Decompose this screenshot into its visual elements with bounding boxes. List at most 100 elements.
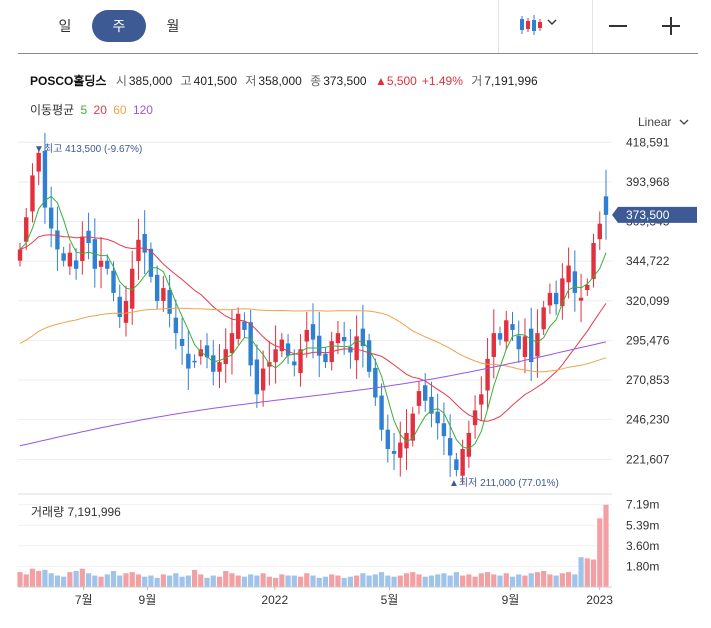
tab-daily[interactable]: 일 bbox=[58, 18, 72, 34]
volume-bar bbox=[491, 574, 497, 587]
volume-bar bbox=[466, 574, 472, 587]
volume-bar bbox=[403, 573, 410, 587]
y-tick-label: 320,099 bbox=[626, 294, 670, 308]
candle-body bbox=[254, 359, 260, 395]
volume-bar bbox=[248, 574, 254, 587]
chevron-down-icon bbox=[679, 119, 689, 125]
candle-body bbox=[597, 223, 602, 240]
volume-bar bbox=[85, 573, 92, 587]
candle-body bbox=[105, 260, 110, 269]
candle-body bbox=[398, 442, 403, 458]
volume-bar bbox=[503, 573, 509, 587]
candle-body bbox=[279, 339, 285, 352]
tab-weekly[interactable]: 주 bbox=[92, 10, 146, 42]
candle-body bbox=[591, 243, 596, 280]
tab-monthly[interactable]: 월 bbox=[166, 18, 180, 34]
volume-bar bbox=[447, 575, 453, 587]
volume-bar bbox=[36, 570, 42, 587]
volume-bar bbox=[522, 575, 528, 587]
candle-body bbox=[491, 333, 496, 357]
zoom-in-button[interactable] bbox=[644, 0, 698, 53]
candle-body bbox=[485, 358, 490, 391]
volume-bar bbox=[360, 573, 366, 587]
candle-body bbox=[80, 236, 85, 262]
volume-bar bbox=[597, 518, 603, 587]
volume-bar bbox=[210, 575, 216, 587]
volume-bar bbox=[553, 575, 559, 587]
candle-body bbox=[410, 413, 415, 441]
volume-bar bbox=[160, 574, 166, 587]
stock-summary: POSCO홀딩스 시 385,000 고 401,500 저 358,000 종 373… bbox=[30, 72, 543, 89]
period-tabs: 일 주 월 bbox=[38, 10, 200, 42]
candle-body bbox=[429, 396, 434, 414]
candle-body bbox=[298, 349, 303, 374]
x-tick-label: 9월 bbox=[139, 593, 157, 607]
candle-body bbox=[48, 207, 54, 229]
volume-bar bbox=[410, 572, 416, 587]
candle-body bbox=[186, 353, 191, 369]
candle-body bbox=[578, 297, 584, 301]
ma-5: 5 bbox=[80, 103, 88, 117]
ma-120: 120 bbox=[132, 103, 153, 117]
y-tick-label: 246,230 bbox=[626, 413, 670, 427]
volume-bar bbox=[297, 576, 304, 587]
x-tick-label: 7월 bbox=[75, 593, 93, 607]
volume-bar bbox=[541, 570, 547, 587]
volume-bar bbox=[117, 575, 123, 587]
volume-bar bbox=[241, 576, 248, 587]
volume-bar bbox=[17, 572, 23, 587]
volume-bar bbox=[329, 574, 335, 587]
candle-body bbox=[130, 268, 135, 309]
candle-body bbox=[547, 292, 553, 306]
change-percent: +1.49% bbox=[421, 74, 463, 88]
moving-average-legend[interactable]: 이동평균 5 20 60 120 bbox=[30, 101, 156, 118]
volume-bar bbox=[547, 574, 553, 587]
candle-body bbox=[98, 260, 104, 267]
volume-bar bbox=[422, 576, 428, 587]
chevron-down-icon bbox=[547, 19, 557, 25]
volume-bar bbox=[572, 574, 578, 587]
volume-bar bbox=[235, 575, 241, 587]
candle-body bbox=[504, 320, 509, 342]
low-label: 저 bbox=[245, 74, 257, 88]
candle-body bbox=[17, 249, 23, 261]
ma-60-line bbox=[19, 307, 607, 373]
candle-body bbox=[528, 328, 534, 363]
y-tick-label: 418,591 bbox=[626, 135, 670, 149]
volume-bar bbox=[185, 575, 191, 587]
candle-body bbox=[42, 150, 48, 208]
volume-bar bbox=[73, 570, 79, 587]
volume-bar bbox=[416, 574, 422, 587]
volume-axis-label: 7.19m bbox=[626, 498, 659, 512]
scale-mode-dropdown[interactable]: Linear bbox=[638, 115, 689, 129]
x-tick-label: 5월 bbox=[381, 593, 399, 607]
candle-body bbox=[435, 411, 440, 424]
volume-bar bbox=[173, 573, 179, 587]
zoom-out-button[interactable] bbox=[592, 0, 645, 53]
volume-label: 거 bbox=[471, 74, 483, 88]
candle-body bbox=[360, 328, 366, 347]
current-price-tag bbox=[612, 206, 697, 223]
volume-bar bbox=[98, 576, 104, 587]
candle-body bbox=[179, 338, 185, 347]
volume-bar bbox=[198, 574, 204, 587]
candle-body bbox=[235, 313, 241, 339]
volume-bar bbox=[509, 576, 516, 587]
candle-body bbox=[522, 336, 528, 357]
candle-body bbox=[161, 288, 166, 301]
volume-bar bbox=[584, 558, 590, 587]
volume-bar bbox=[148, 575, 154, 587]
candle-body bbox=[373, 367, 378, 398]
volume-bar bbox=[204, 577, 210, 587]
chart-type-dropdown[interactable] bbox=[498, 0, 591, 53]
volume-bar bbox=[372, 574, 378, 587]
volume-bar bbox=[123, 573, 129, 587]
ma-20-line bbox=[19, 234, 607, 422]
candle-body bbox=[541, 307, 546, 330]
volume-bar bbox=[310, 575, 316, 587]
y-tick-label: 344,722 bbox=[626, 254, 670, 268]
candle-body bbox=[304, 329, 309, 342]
volume-bar bbox=[578, 557, 584, 587]
candle-body bbox=[460, 449, 465, 476]
